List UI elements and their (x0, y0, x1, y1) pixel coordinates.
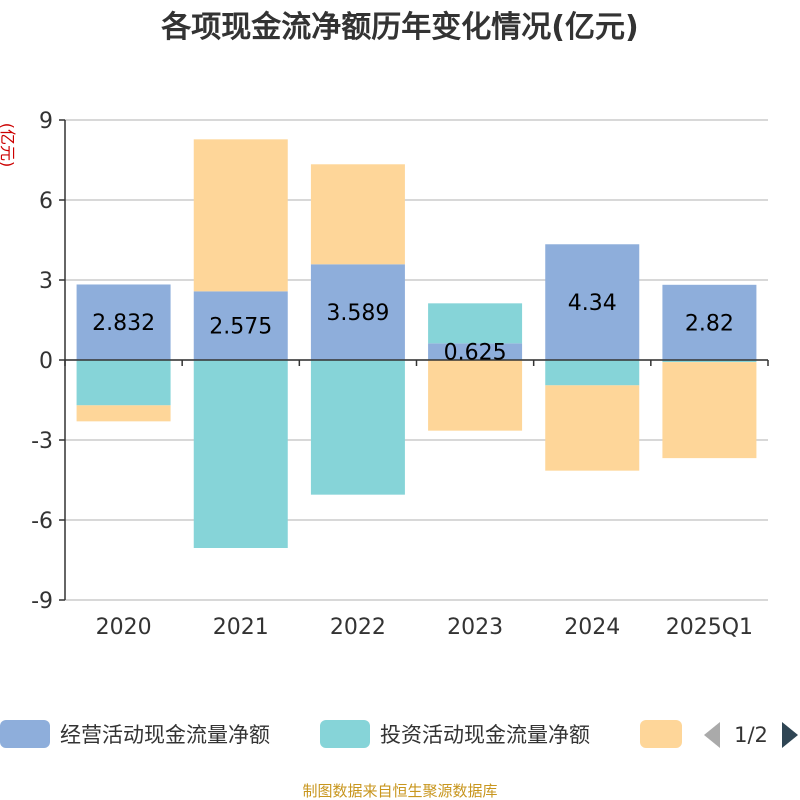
y-tick-label: -6 (31, 509, 53, 534)
bar-series-0-2025Q1 (662, 284, 757, 360)
y-tick-label: 6 (39, 189, 53, 214)
x-tick-label: 2023 (447, 615, 503, 640)
y-tick-label: 0 (39, 349, 53, 374)
data-label-2025Q1: 2.82 (685, 311, 734, 336)
bar-series-0-2021 (193, 291, 288, 360)
x-tick-label: 2022 (330, 615, 386, 640)
chart-title: 各项现金流净额历年变化情况(亿元) (160, 10, 638, 45)
y-axis-unit-label: (亿元) (0, 123, 17, 168)
bar-series-1-2021 (193, 360, 288, 548)
bar-series-0-2022 (310, 264, 405, 360)
y-tick-label: -3 (31, 429, 53, 454)
axes: 9 6 3 0 -3 -6 -9 2020 2021 2022 2023 2024 2025Q1 (31, 109, 769, 640)
bar-series-2-2025Q1 (662, 362, 757, 459)
legend-prev-page-icon[interactable] (704, 722, 720, 748)
bar-series-0-2024 (545, 244, 640, 360)
data-label-2022: 3.589 (326, 301, 389, 326)
x-tick-label: 2020 (96, 615, 152, 640)
bar-series-2-2024 (545, 385, 640, 471)
bar-series-0-2023 (428, 343, 523, 360)
legend-label-operating: 经营活动现金流量净额 (60, 723, 270, 747)
legend-swatch-investing (320, 720, 370, 748)
legend-item-operating[interactable]: 经营活动现金流量净额 (0, 720, 270, 748)
bar-series-2-2022 (310, 164, 405, 265)
x-tick-label: 2021 (213, 615, 269, 640)
y-tick-label: 3 (39, 269, 53, 294)
data-label-2024: 4.34 (568, 291, 617, 316)
source-note: 制图数据来自恒生聚源数据库 (302, 782, 497, 800)
legend-swatch-financing (640, 720, 682, 748)
x-tick-label: 2024 (564, 615, 620, 640)
bar-series-2-2020 (76, 405, 171, 422)
legend-swatch-operating (0, 720, 50, 748)
bars (76, 139, 757, 548)
bar-series-1-2022 (310, 360, 405, 495)
bar-series-2-2023 (428, 360, 523, 431)
bar-series-1-2023 (428, 303, 523, 344)
legend-next-page-icon[interactable] (782, 722, 798, 748)
bar-series-1-2025Q1 (662, 360, 757, 363)
legend-page-indicator: 1/2 (734, 723, 768, 747)
y-tick-label: 9 (39, 109, 53, 134)
x-tick-label: 2025Q1 (666, 615, 753, 640)
legend-item-financing[interactable] (640, 720, 682, 748)
bar-series-1-2020 (76, 360, 171, 406)
legend-item-investing[interactable]: 投资活动现金流量净额 (320, 720, 590, 748)
legend: 经营活动现金流量净额 投资活动现金流量净额 1/2 (0, 720, 798, 748)
data-label-2020: 2.832 (92, 311, 155, 336)
bar-series-2-2021 (193, 139, 288, 292)
bar-series-1-2024 (545, 360, 640, 386)
data-labels: 2.832 2.575 3.589 0.625 4.34 2.82 (92, 291, 734, 366)
legend-label-investing: 投资活动现金流量净额 (380, 723, 590, 747)
y-tick-label: -9 (31, 589, 53, 614)
data-label-2021: 2.575 (209, 315, 272, 340)
data-label-2023: 0.625 (444, 341, 507, 366)
bar-series-0-2020 (76, 284, 171, 360)
